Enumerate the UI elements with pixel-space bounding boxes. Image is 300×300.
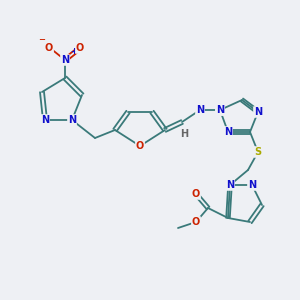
Text: O: O bbox=[192, 217, 200, 227]
Text: O: O bbox=[45, 43, 53, 53]
Text: N: N bbox=[61, 55, 69, 65]
Text: N: N bbox=[41, 115, 49, 125]
Text: O: O bbox=[192, 189, 200, 199]
Text: +: + bbox=[70, 47, 77, 56]
Text: S: S bbox=[254, 147, 262, 157]
Text: H: H bbox=[180, 129, 188, 139]
Text: O: O bbox=[136, 141, 144, 151]
Text: N: N bbox=[226, 180, 234, 190]
Text: N: N bbox=[254, 107, 262, 117]
Text: −: − bbox=[38, 35, 46, 44]
Text: N: N bbox=[216, 105, 224, 115]
Text: N: N bbox=[248, 180, 256, 190]
Text: N: N bbox=[196, 105, 204, 115]
Text: O: O bbox=[76, 43, 84, 53]
Text: N: N bbox=[68, 115, 76, 125]
Text: N: N bbox=[224, 127, 232, 137]
Text: N: N bbox=[216, 105, 224, 115]
